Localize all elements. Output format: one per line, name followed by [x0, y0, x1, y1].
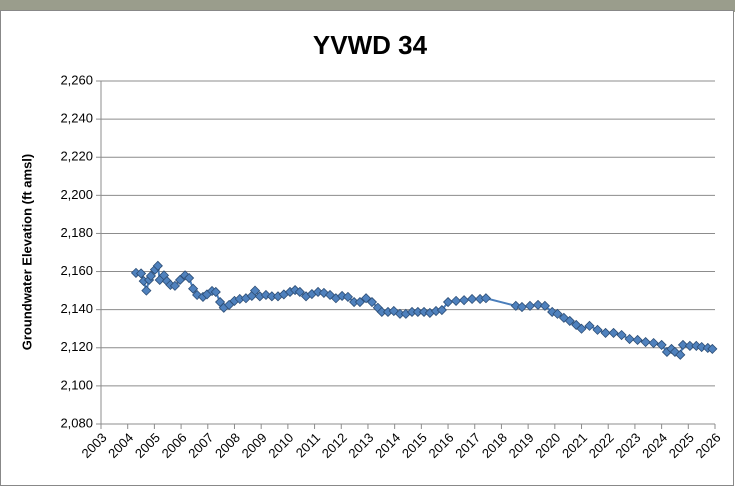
chart: YVWD 34 Groundwater Elevation (ft amsl) … [0, 0, 735, 487]
y-tick-label: 2,120 [60, 339, 93, 354]
y-tick-label: 2,180 [60, 225, 93, 240]
y-tick-label: 2,100 [60, 377, 93, 392]
y-tick-label: 2,080 [60, 415, 93, 430]
y-tick-label: 2,240 [60, 111, 93, 126]
page: {"chart_data": {"type": "line", "title":… [0, 0, 735, 487]
y-tick-label: 2,220 [60, 149, 93, 164]
chart-title: YVWD 34 [313, 30, 428, 60]
y-tick-label: 2,260 [60, 72, 93, 87]
chart-frame [1, 11, 734, 486]
y-tick-label: 2,160 [60, 263, 93, 278]
y-tick-label: 2,140 [60, 301, 93, 316]
y-axis-label: Groundwater Elevation (ft amsl) [19, 154, 34, 350]
y-tick-label: 2,200 [60, 187, 93, 202]
